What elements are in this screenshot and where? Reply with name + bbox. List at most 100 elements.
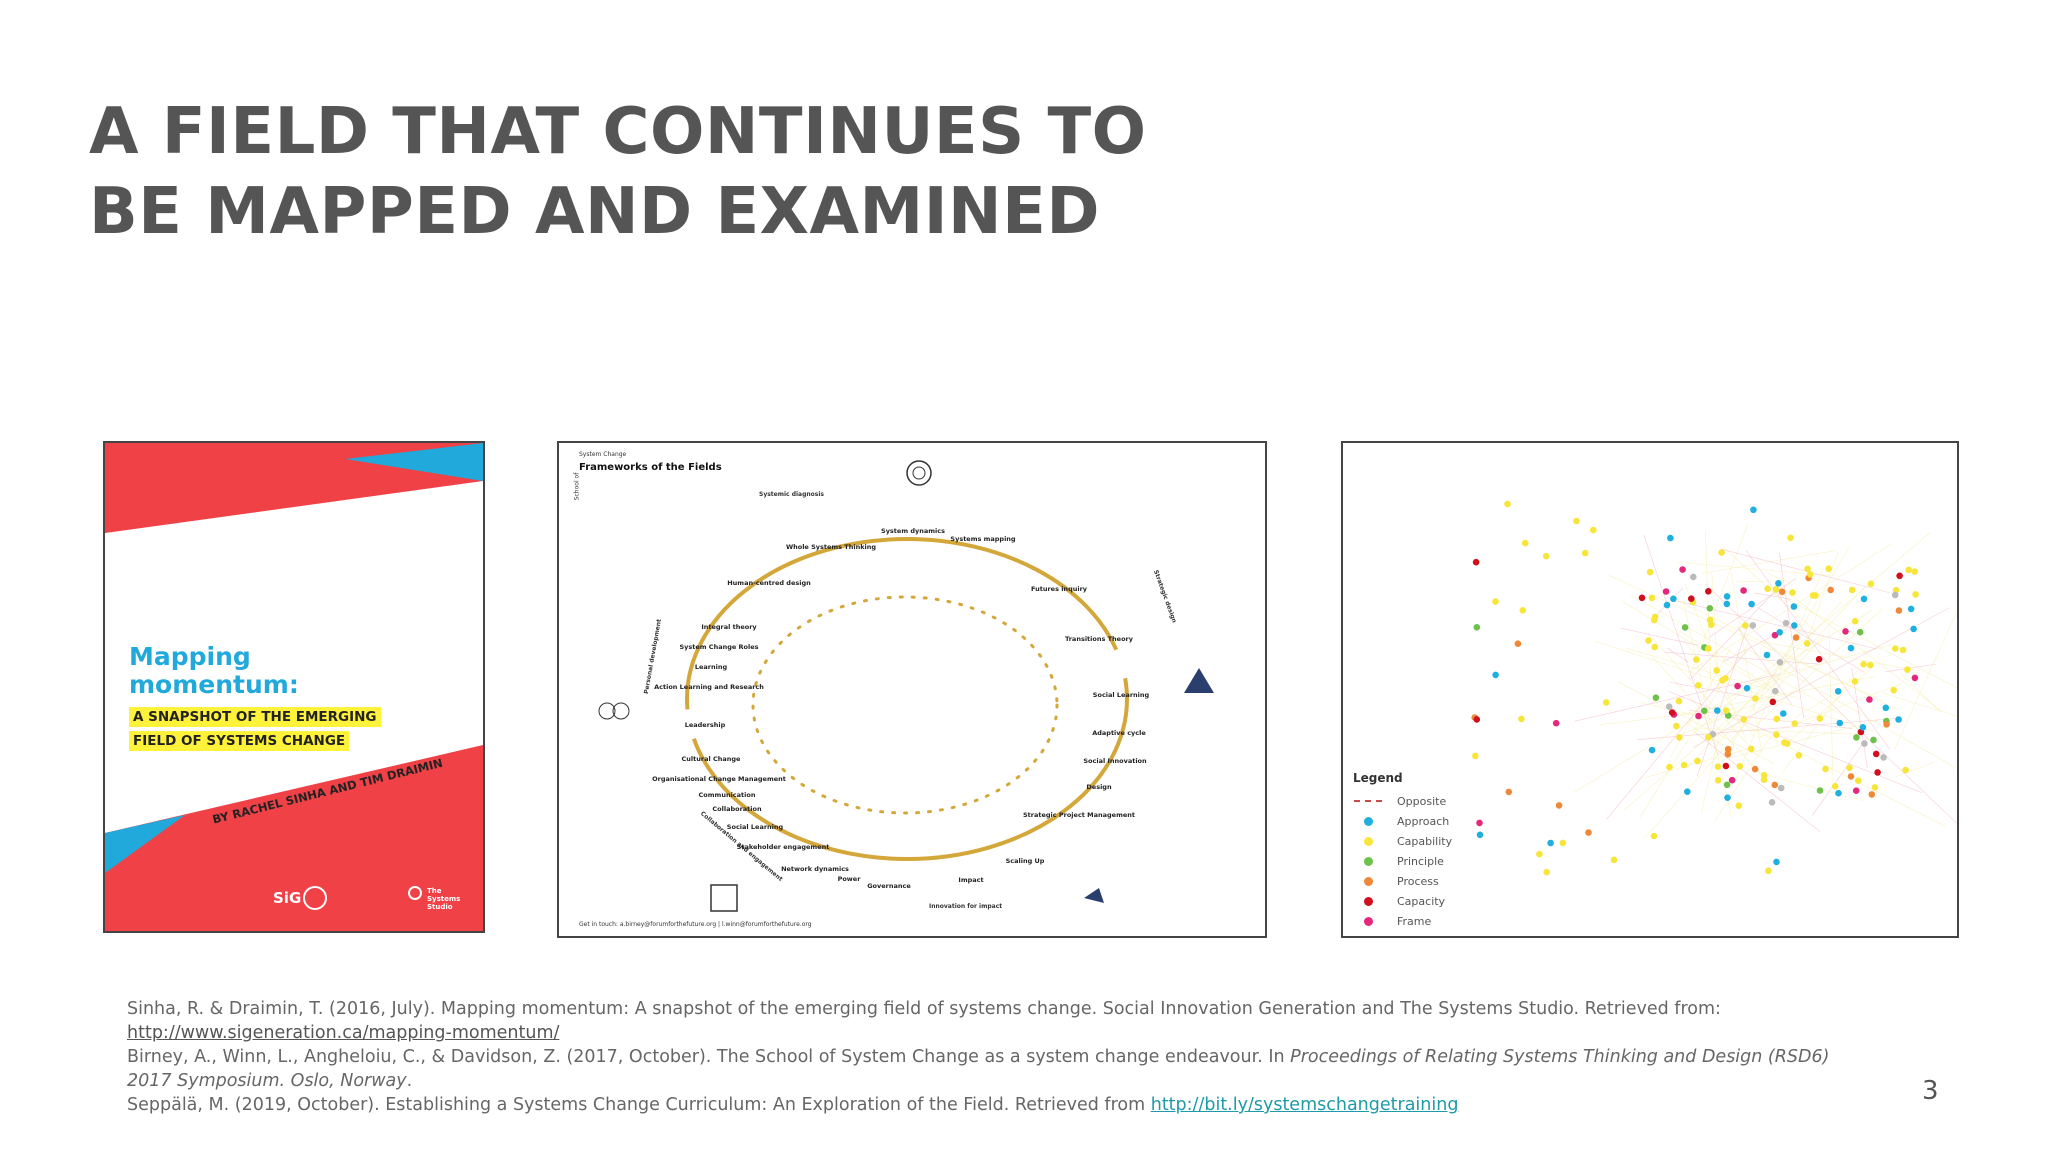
network-graph-image: Legend Opposite Approach Capability Princip… (1341, 441, 1959, 938)
network-node (1723, 781, 1731, 789)
network-node (1740, 716, 1748, 723)
systems-studio-logo-text: The Systems Studio (427, 887, 461, 911)
network-node (1573, 517, 1580, 525)
network-node (1476, 819, 1483, 827)
network-edge (1722, 720, 1877, 761)
network-edge (1761, 641, 1917, 671)
title-line-2: BE MAPPED AND EXAMINED (89, 175, 1100, 249)
network-edge (1666, 647, 1689, 663)
network-edge (1747, 648, 1957, 769)
network-node (1646, 568, 1654, 576)
network-node (1547, 839, 1554, 847)
frameworks-of-the-fields-image: System Change Frameworks of the Fields S… (557, 441, 1267, 938)
network-edge (1736, 626, 1793, 706)
network-node (1504, 500, 1511, 508)
network-node (1705, 734, 1712, 741)
reference-1-link[interactable]: http://www.sigeneration.ca/mapping-momen… (127, 1023, 560, 1043)
frameworks-title: Frameworks of the Fields (579, 462, 722, 473)
references: Sinha, R. & Draimin, T. (2016, July). Ma… (127, 997, 1847, 1117)
network-node (1473, 716, 1481, 723)
network-edge (1894, 610, 1957, 749)
legend-label: Approach (1397, 814, 1450, 828)
network-node (1872, 750, 1880, 758)
network-node (1734, 682, 1741, 690)
mapping-momentum-cover-image: Mapping momentum: A SNAPSHOT OF THE EMER… (103, 441, 485, 933)
legend-item-capacity: Capacity (1353, 891, 1452, 911)
network-node (1718, 549, 1725, 556)
network-node (1815, 655, 1823, 663)
network-node (1847, 773, 1855, 780)
network-node (1602, 699, 1610, 706)
network-node (1667, 534, 1674, 542)
reference-3-link[interactable]: http://bit.ly/systemschangetraining (1150, 1095, 1459, 1115)
network-node (1742, 622, 1749, 629)
cover-title-line-2: momentum: (129, 670, 299, 699)
outer-ellipse (685, 537, 1129, 861)
network-edge (1639, 701, 1720, 722)
network-node (1831, 783, 1839, 790)
network-node (1816, 787, 1824, 794)
network-node (1834, 688, 1842, 695)
network-node (1706, 616, 1714, 624)
network-node (1518, 715, 1525, 723)
network-node (1610, 856, 1618, 864)
spiral-icon (906, 460, 932, 486)
network-node (1776, 659, 1784, 666)
network-node (1648, 746, 1656, 754)
tent-icon (1184, 668, 1214, 693)
network-node (1792, 634, 1800, 641)
reference-3: Seppälä, M. (2019, October). Establishin… (127, 1093, 1847, 1117)
network-node (1791, 622, 1798, 629)
bowl-icon-2 (612, 702, 630, 720)
legend-item-process: Process (1353, 871, 1452, 891)
network-node (1724, 751, 1732, 758)
network-node (1870, 736, 1877, 744)
sig-logo-icon (303, 886, 327, 910)
network-node (1555, 802, 1563, 809)
network-node (1773, 715, 1780, 723)
network-node (1768, 799, 1776, 806)
network-edge (1652, 656, 1770, 784)
legend-swatch (1353, 800, 1383, 802)
fw-label: Transitions Theory (1065, 635, 1133, 643)
network-node (1883, 721, 1890, 728)
fw-label: Leadership (684, 721, 726, 729)
network-node (1859, 724, 1867, 731)
network-node (1590, 526, 1597, 534)
bowl-icon (598, 702, 616, 720)
network-node (1771, 631, 1779, 639)
reference-3-text: Seppälä, M. (2019, October). Establishin… (127, 1095, 1151, 1115)
cover-bottom-blue-band (105, 815, 185, 873)
network-edge (1812, 738, 1867, 816)
legend-label: Process (1397, 874, 1439, 888)
legend-swatch (1353, 876, 1383, 886)
network-node (1868, 791, 1876, 798)
arc-label-bottom: Innovation for impact (929, 903, 1003, 910)
network-edge (1669, 681, 1760, 700)
legend-item-principle: Principle (1353, 851, 1452, 871)
network-edge (1884, 663, 1936, 673)
network-node (1804, 565, 1811, 573)
network-node (1694, 757, 1701, 765)
legend-item-approach: Approach (1353, 811, 1452, 831)
network-node (1472, 752, 1479, 760)
fw-label: System Change Roles (679, 643, 759, 651)
network-node (1866, 696, 1873, 703)
reference-1-text: Sinha, R. & Draimin, T. (2016, July). Ma… (127, 999, 1721, 1019)
network-node (1668, 709, 1676, 716)
network-node (1895, 607, 1903, 614)
magic-wand-icon (1084, 888, 1104, 903)
collaboration-icon (710, 884, 738, 912)
legend-swatch (1353, 836, 1383, 846)
network-edge (1730, 547, 1850, 746)
legend-marker (1363, 836, 1373, 846)
fw-label: Stakeholder engagement (736, 843, 830, 851)
network-node (1663, 601, 1671, 609)
network-node (1861, 740, 1868, 747)
network-node (1472, 558, 1480, 566)
legend-label: Opposite (1397, 794, 1447, 808)
network-edge (1617, 681, 1774, 764)
network-node (1519, 607, 1527, 614)
fw-label: Learning (694, 663, 728, 671)
network-node (1880, 754, 1887, 761)
